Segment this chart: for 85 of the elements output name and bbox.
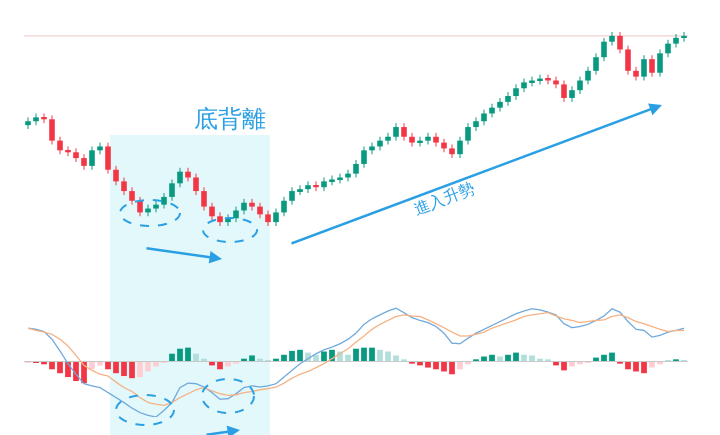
candlestick [641, 54, 647, 81]
bar [137, 362, 143, 378]
bar [49, 362, 55, 370]
candlestick [345, 169, 351, 182]
candlestick [473, 116, 479, 132]
bar [497, 356, 503, 362]
bar [281, 354, 287, 362]
bar [425, 362, 431, 368]
bar [129, 362, 135, 378]
candlestick [41, 112, 47, 124]
bar [345, 354, 351, 362]
candlestick [369, 142, 375, 155]
bar [153, 362, 159, 366]
candlestick [249, 198, 255, 211]
candlestick [153, 200, 159, 213]
candlestick [57, 136, 63, 155]
bar [393, 355, 399, 362]
candlestick [185, 167, 191, 182]
candlestick [505, 92, 511, 106]
candlestick [81, 154, 87, 170]
candlestick [593, 52, 599, 76]
candlestick [489, 103, 495, 118]
candlestick [553, 76, 559, 89]
candlestick [129, 186, 135, 206]
bar [385, 352, 391, 362]
bar [601, 354, 607, 362]
bar [321, 352, 327, 362]
bar [177, 348, 183, 362]
bar [433, 362, 439, 370]
bar [185, 348, 191, 362]
candlestick [297, 184, 303, 196]
candlestick [401, 122, 407, 142]
bar [521, 354, 527, 362]
bar [169, 354, 175, 362]
bar [377, 350, 383, 362]
bar [193, 354, 199, 362]
candlestick [625, 45, 631, 76]
candlestick [177, 167, 183, 188]
bar [625, 362, 631, 370]
bar [369, 348, 375, 362]
bar [121, 362, 127, 376]
bar [113, 362, 119, 374]
bar [569, 362, 575, 366]
bar [225, 362, 231, 366]
bar [489, 354, 495, 362]
candlestick [665, 39, 671, 58]
bar [609, 352, 615, 362]
bar [361, 348, 367, 362]
candlestick [377, 136, 383, 151]
bar [289, 350, 295, 362]
annotation: 進入升勢 [410, 178, 478, 219]
bar [457, 362, 463, 370]
bar [561, 362, 567, 370]
candlestick [417, 136, 423, 147]
candlestick [521, 78, 527, 93]
bar [145, 362, 151, 372]
bar [297, 350, 303, 362]
bar [217, 362, 223, 370]
candlestick [25, 116, 31, 130]
candlestick [113, 165, 119, 186]
candlestick [209, 202, 215, 221]
candlestick [569, 86, 575, 102]
candlestick [537, 74, 543, 85]
candlestick [65, 146, 71, 157]
bar [441, 362, 447, 372]
candlestick [145, 204, 151, 217]
bar [449, 362, 455, 374]
bar [513, 352, 519, 362]
bar [249, 355, 255, 362]
bar [481, 356, 487, 362]
bar [353, 348, 359, 362]
bar [633, 362, 639, 372]
bar [505, 354, 511, 362]
bar [649, 362, 655, 368]
bar [105, 362, 111, 370]
bar [641, 362, 647, 374]
bar [529, 355, 535, 362]
candlestick [241, 198, 247, 215]
candlestick [257, 202, 263, 219]
candlestick [441, 138, 447, 153]
candlestick [97, 142, 103, 155]
annotation: 底背離 [194, 105, 266, 133]
candlestick [393, 122, 399, 142]
candlestick [289, 186, 295, 206]
bar [57, 362, 63, 374]
